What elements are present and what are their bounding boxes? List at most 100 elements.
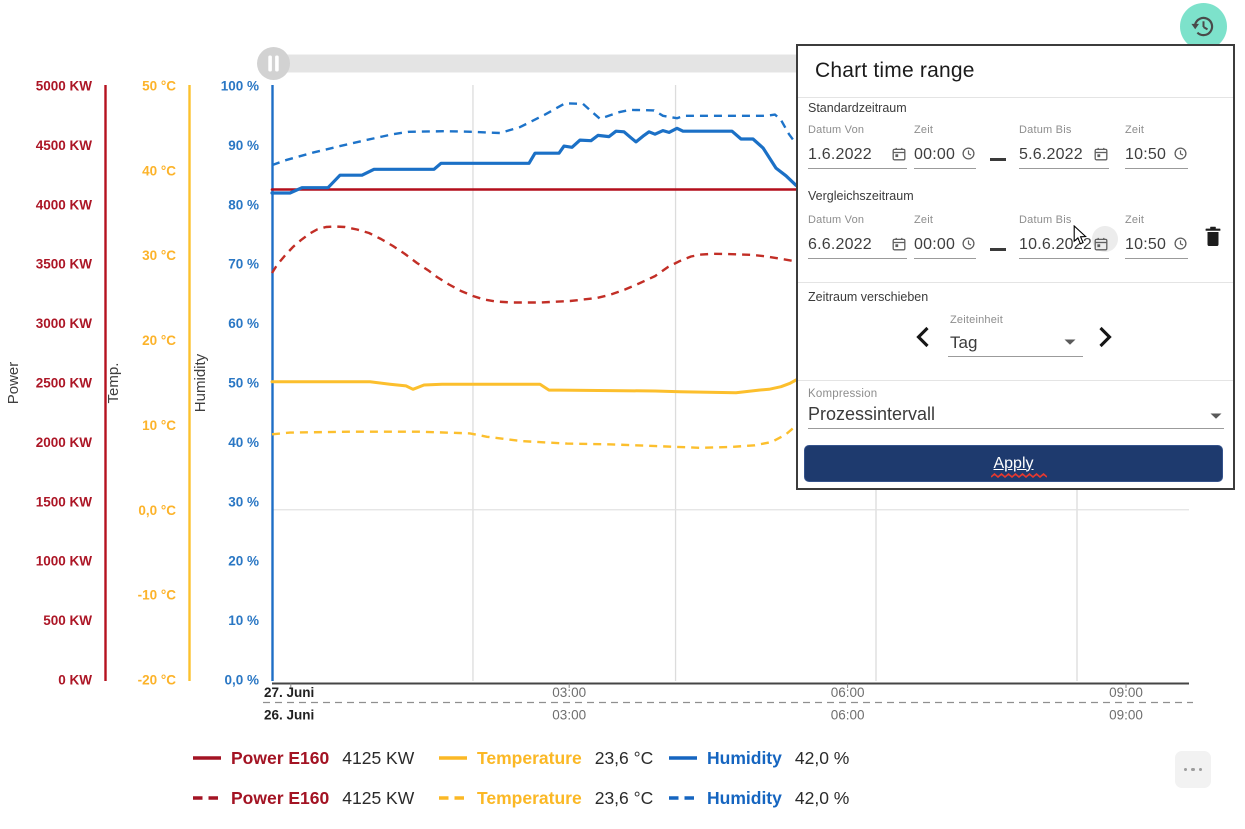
dropdown-arrow-icon[interactable] [1064, 339, 1076, 345]
more-button[interactable] [1175, 751, 1211, 788]
shift-forward-button[interactable] [1097, 325, 1114, 349]
legend-series-value: 4125 KW [342, 787, 415, 808]
time-unit-select[interactable]: Tag [950, 333, 978, 352]
calendar-icon[interactable] [892, 237, 906, 251]
range-separator-dash [990, 158, 1006, 161]
apply-button-label: Apply [991, 455, 1048, 478]
comparison-section-label: Vergleichszeitraum [808, 189, 914, 203]
power-axis-tick-label: 4000 KW [36, 197, 93, 212]
pause-button[interactable] [257, 47, 290, 80]
humidity-axis-tick-label: 30 % [228, 494, 259, 509]
series-line-temp-comparison [271, 425, 797, 449]
date-input[interactable]: 5.6.2022 [1019, 142, 1109, 169]
legend-series-name: Humidity [707, 747, 782, 768]
clock-icon[interactable] [1174, 237, 1187, 250]
clock-icon[interactable] [962, 237, 975, 250]
legend-series-name: Power E160 [231, 787, 330, 808]
x-axis-time-label: 06:00 [831, 685, 865, 700]
apply-button[interactable]: Apply [804, 445, 1223, 482]
standard-time-from-field[interactable]: Zeit 00:00 [914, 124, 976, 169]
legend-item-temperature[interactable]: Temperature 23,6 °C [438, 746, 653, 770]
power-axis-tick-label: 1500 KW [36, 494, 93, 509]
x-axis-date-label: 27. Juni [264, 685, 314, 700]
x-axis-time-label: 03:00 [552, 685, 586, 700]
legend-series-name: Temperature [477, 747, 582, 768]
legend-item-power-e160[interactable]: Power E160 4125 KW [192, 746, 414, 770]
field-label: Datum Bis [1019, 124, 1072, 136]
temp-axis-tick-label: 30 °C [142, 248, 176, 263]
shift-back-button[interactable] [914, 325, 931, 349]
date-input[interactable]: 1.6.2022 [808, 142, 907, 169]
date-input[interactable]: 6.6.2022 [808, 232, 907, 259]
standard-date-to-field[interactable]: Datum Bis 5.6.2022 [1019, 124, 1109, 169]
temp-axis-tick-label: 40 °C [142, 163, 176, 178]
shift-section-label: Zeitraum verschieben [808, 290, 929, 304]
field-label: Zeit [1125, 214, 1145, 226]
comparison-date-from-field[interactable]: Datum Von 6.6.2022 [808, 214, 907, 259]
humidity-axis-title: Humidity [192, 353, 209, 412]
history-button[interactable] [1180, 3, 1227, 50]
solid-line-swatch [193, 756, 221, 760]
legend-series-value: 23,6 °C [594, 747, 654, 768]
legend-item-comparison-temperature[interactable]: Temperature 23,6 °C [438, 786, 653, 810]
mouse-cursor [1073, 225, 1087, 245]
field-label: Datum Von [808, 214, 865, 226]
legend-series-value: 23,6 °C [594, 787, 654, 808]
legend-series-value: 4125 KW [342, 747, 415, 768]
x-axis-time-label: 09:00 [1109, 685, 1143, 700]
time-input[interactable]: 00:00 [914, 142, 976, 169]
clock-icon[interactable] [962, 147, 975, 160]
legend-item-comparison-humidity[interactable]: Humidity 42,0 % [668, 786, 849, 810]
delete-comparison-button[interactable] [1204, 226, 1222, 248]
calendar-icon[interactable] [892, 147, 906, 161]
date-input[interactable]: 10.6.2022 [1019, 232, 1109, 259]
comparison-date-to-field[interactable]: Datum Bis 10.6.2022 [1019, 214, 1109, 259]
standard-time-to-field[interactable]: Zeit 10:50 [1125, 124, 1188, 169]
x-axis-comparison-time-label: 06:00 [831, 708, 865, 723]
clock-icon[interactable] [1174, 147, 1187, 160]
humidity-axis-tick-label: 0,0 % [224, 673, 259, 688]
series-line-temp-current [270, 378, 798, 395]
power-axis-tick-label: 0 KW [58, 673, 92, 688]
series-line-power-comparison [270, 225, 797, 304]
pause-icon [268, 55, 272, 72]
temp-axis-tick-label: -20 °C [138, 673, 177, 688]
select-underline [808, 428, 1224, 429]
humidity-axis-tick-label: 100 % [221, 79, 259, 94]
chevron-right-icon [1099, 326, 1112, 348]
humidity-axis-tick-label: 90 % [228, 138, 259, 153]
calendar-icon[interactable] [1094, 147, 1108, 161]
temp-axis-tick-label: 0,0 °C [138, 503, 176, 518]
power-axis-tick-label: 2000 KW [36, 435, 93, 450]
temp-axis-tick-label: 50 °C [142, 79, 176, 94]
dropdown-arrow-icon[interactable] [1210, 413, 1222, 419]
legend-item-comparison-power-e160[interactable]: Power E160 4125 KW [192, 786, 414, 810]
comparison-time-to-field[interactable]: Zeit 10:50 [1125, 214, 1188, 259]
power-axis-tick-label: 3500 KW [36, 257, 93, 272]
time-input[interactable]: 10:50 [1125, 142, 1188, 169]
x-axis-comparison-time-label: 03:00 [552, 708, 586, 723]
humidity-axis-tick-label: 10 % [228, 613, 259, 628]
chart-time-range-dialog: Chart time range Standardzeitraum Datum … [796, 44, 1235, 490]
chart-area[interactable]: 5000 KW 4500 KW 4000 KW 3500 KW 3000 KW 2500 … [0, 0, 1245, 738]
temp-axis-tick-label: -10 °C [138, 588, 177, 603]
dashed-line-swatch [669, 796, 697, 800]
time-input[interactable]: 00:00 [914, 232, 976, 259]
comparison-time-from-field[interactable]: Zeit 00:00 [914, 214, 976, 259]
calendar-icon[interactable] [1094, 237, 1108, 251]
humidity-axis-tick-label: 70 % [228, 257, 259, 272]
time-input[interactable]: 10:50 [1125, 232, 1188, 259]
temp-axis-tick-label: 10 °C [142, 418, 176, 433]
humidity-axis-tick-label: 50 % [228, 376, 259, 391]
compression-select[interactable]: Prozessintervall [808, 404, 936, 424]
divider [798, 282, 1233, 283]
humidity-axis-tick-label: 40 % [228, 435, 259, 450]
field-label: Zeit [1125, 124, 1145, 136]
legend-item-humidity[interactable]: Humidity 42,0 % [668, 746, 849, 770]
ellipsis-icon [1191, 767, 1195, 772]
temp-axis-tick-label: 20 °C [142, 333, 176, 348]
legend-series-name: Power E160 [231, 747, 330, 768]
dashed-line-swatch [193, 796, 221, 800]
standard-date-from-field[interactable]: Datum Von 1.6.2022 [808, 124, 907, 169]
field-label: Datum Bis [1019, 214, 1072, 226]
